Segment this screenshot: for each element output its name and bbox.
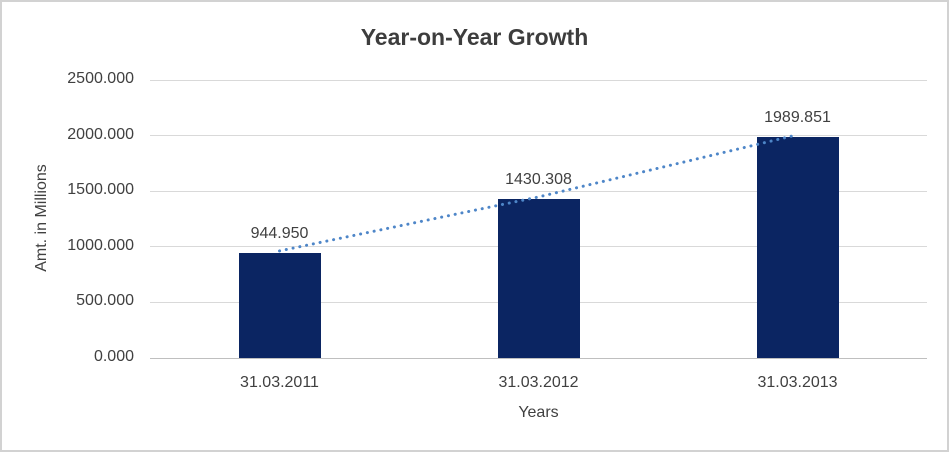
y-tick-label: 1000.000: [67, 236, 134, 254]
bar: [497, 198, 580, 358]
bar: [238, 252, 321, 358]
x-tick-label: 31.03.2012: [498, 374, 579, 391]
x-tick-label: 31.03.2013: [757, 374, 838, 391]
y-tick-label: 2000.000: [67, 125, 134, 143]
bar-value-label: 1430.308: [505, 170, 572, 188]
x-tick-label: 31.03.2011: [240, 374, 319, 391]
y-tick-label: 500.000: [76, 292, 134, 310]
y-tick-label: 0.000: [93, 348, 134, 365]
x-axis-title: Years: [518, 404, 559, 421]
y-tick-label: 1500.000: [67, 181, 134, 199]
x-axis-line: [150, 357, 927, 359]
gridline: [150, 79, 927, 81]
y-tick-label: 2500.000: [67, 70, 134, 87]
bar-value-label: 944.950: [250, 224, 309, 242]
bar: [756, 136, 839, 358]
chart-title: Year-on-Year Growth: [360, 24, 589, 50]
bar-value-label: 1989.851: [764, 108, 831, 126]
